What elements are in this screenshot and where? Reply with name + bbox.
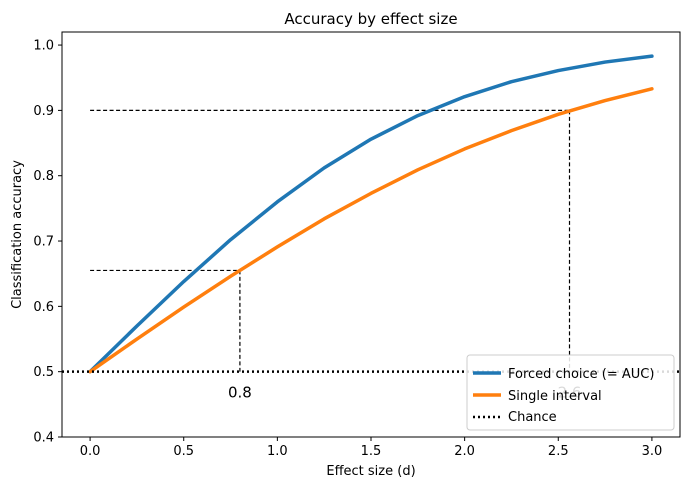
series-line-single-interval [88,87,654,374]
y-tick-label: 0.4 [33,431,54,446]
y-tick-label: 0.7 [33,235,54,250]
x-tick-label: 0.0 [80,444,101,459]
y-tick-label: 0.5 [33,365,54,380]
x-tick-label: 0.5 [173,444,194,459]
legend-box [466,354,675,431]
x-axis-ticks: 0.0 0.5 1.0 1.5 2.0 2.5 3.0 [80,437,663,459]
annotation-label: 0.8 [228,384,252,402]
legend-label-single-interval: Single interval [508,389,602,404]
y-axis-ticks: 0.4 0.5 0.6 0.7 0.8 0.9 1.0 [33,39,62,446]
y-tick-label: 0.6 [33,300,54,315]
y-tick-label: 0.9 [33,104,54,119]
x-tick-label: 1.5 [361,444,382,459]
x-tick-label: 1.0 [267,444,288,459]
x-axis-label: Effect size (d) [326,464,415,479]
legend: Forced choice (= AUC) Single interval Ch… [466,354,675,431]
y-tick-label: 1.0 [33,39,54,54]
x-tick-label: 3.0 [642,444,663,459]
x-tick-label: 2.0 [454,444,475,459]
series-line-forced-choice [88,54,654,374]
y-axis-label: Classification accuracy [10,160,25,309]
y-tick-label: 0.8 [33,169,54,184]
annotation-guides [90,109,571,372]
series-layer [62,54,680,374]
chart-title: Accuracy by effect size [284,10,457,28]
plot-area: 0.82.6 [62,54,680,402]
legend-label-forced-choice: Forced choice (= AUC) [508,367,654,382]
x-tick-label: 2.5 [548,444,569,459]
legend-label-chance: Chance [508,410,557,425]
